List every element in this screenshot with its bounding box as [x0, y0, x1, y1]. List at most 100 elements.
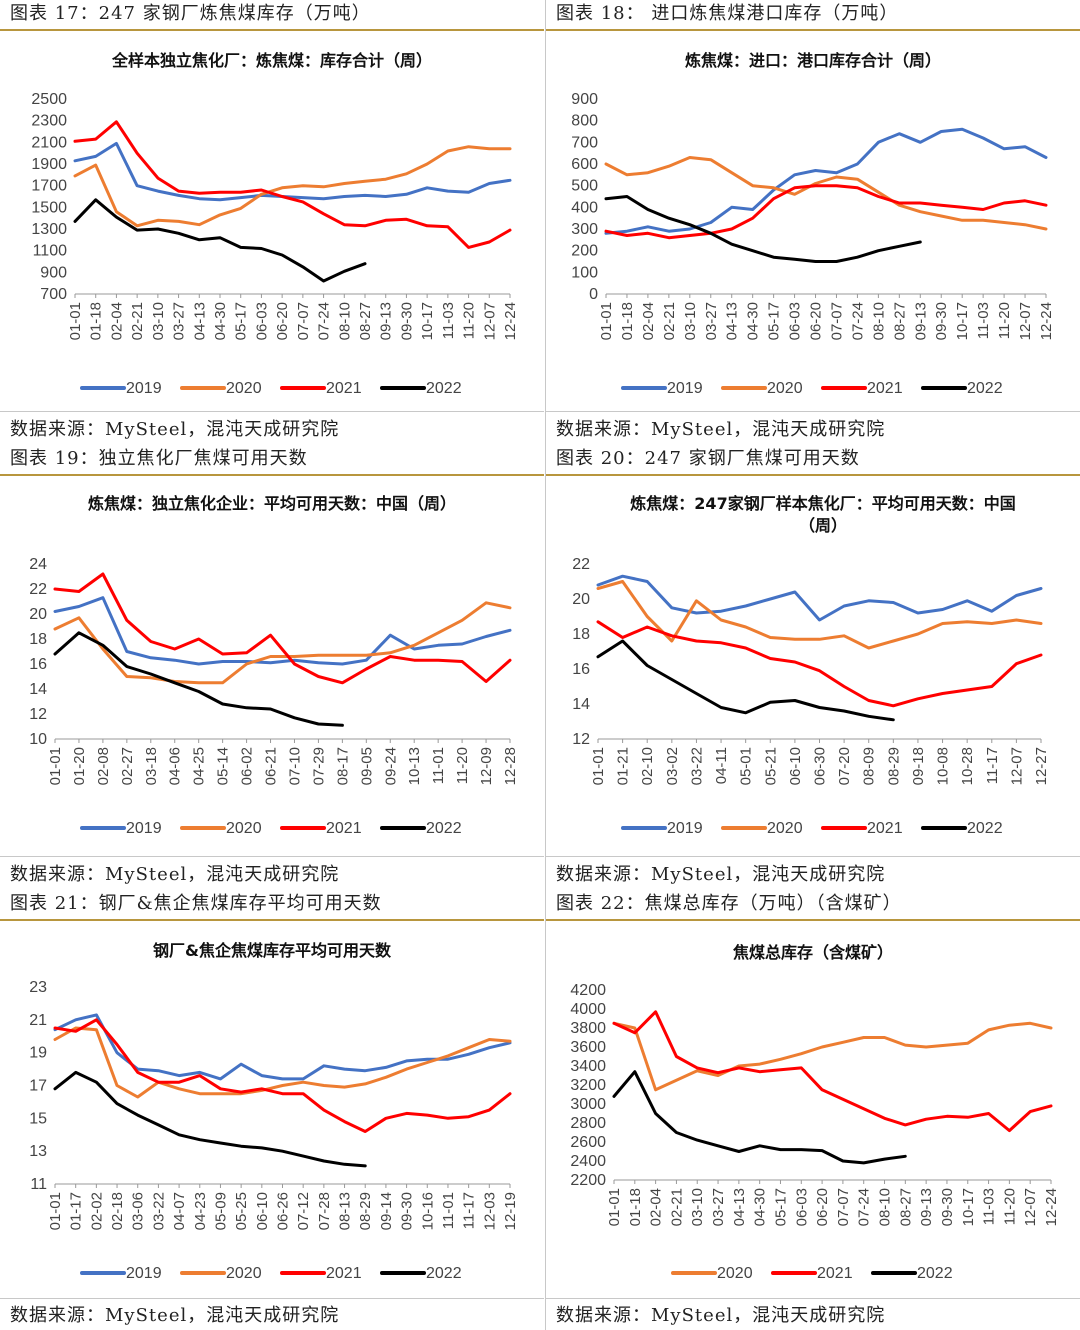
y-tick-label: 2500 — [31, 91, 67, 108]
x-tick-label: 11-20 — [996, 302, 1013, 339]
legend-label-2019: 2019 — [126, 380, 162, 397]
x-tick-label: 12-28 — [502, 747, 519, 785]
x-tick-label: 02-27 — [119, 747, 136, 785]
legend-label-2021: 2021 — [326, 1265, 362, 1282]
x-tick-label: 07-07 — [835, 1188, 852, 1226]
chart-title: 炼焦煤：247家钢厂样本焦化厂：平均可用天数：中国（周） — [630, 494, 1016, 535]
x-tick-label: 08-29 — [885, 747, 902, 785]
figure-title: 图表 21：钢厂&焦企焦煤库存平均可用天数 — [10, 893, 382, 914]
y-tick-label: 900 — [571, 91, 598, 108]
x-tick-label: 12-07 — [1022, 1188, 1039, 1226]
y-tick-label: 500 — [571, 178, 598, 195]
figure-title: 图表 22：焦煤总库存（万吨）（含煤矿） — [556, 893, 902, 914]
y-tick-label: 20 — [29, 606, 47, 623]
x-tick-label: 12-09 — [478, 747, 495, 785]
series-line-2020 — [73, 145, 512, 228]
legend-label-2021: 2021 — [867, 380, 903, 397]
y-tick-label: 1700 — [31, 178, 67, 195]
y-tick-label: 1100 — [33, 243, 68, 260]
x-tick-label: 06-26 — [275, 1192, 292, 1230]
chart-title: 钢厂&焦企焦煤库存平均可用天数 — [153, 941, 391, 960]
x-tick-label: 06-03 — [793, 1188, 810, 1226]
x-tick-label: 11-01 — [430, 747, 447, 784]
x-tick-label: 10-17 — [960, 1188, 977, 1226]
x-tick-label: 08-27 — [357, 302, 374, 340]
x-tick-label: 06-10 — [254, 1192, 271, 1230]
series-line-2022 — [73, 198, 367, 283]
y-tick-label: 15 — [29, 1110, 47, 1127]
x-tick-label: 07-07 — [828, 302, 845, 340]
x-tick-label: 06-20 — [814, 1188, 831, 1226]
y-tick-label: 23 — [29, 979, 47, 996]
x-tick-label: 07-28 — [316, 1192, 333, 1230]
figure-title: 图表 19：独立焦化厂焦煤可用天数 — [10, 448, 308, 469]
x-tick-label: 12-07 — [1008, 747, 1025, 785]
legend-label-2020: 2020 — [226, 1265, 262, 1282]
x-tick-label: 02-21 — [661, 302, 678, 340]
x-tick-label: 10-08 — [935, 747, 952, 785]
series-line-2020 — [604, 156, 1048, 231]
series-line-2022 — [53, 631, 344, 727]
x-tick-label: 03-18 — [143, 747, 160, 785]
x-tick-label: 04-11 — [713, 747, 730, 784]
series-line-2019 — [596, 574, 1043, 622]
x-tick-label: 11-03 — [440, 302, 457, 339]
x-tick-label: 07-07 — [295, 302, 312, 340]
figure-title: 图表 18： 进口炼焦煤港口库存（万吨） — [556, 3, 899, 24]
series-line-2022 — [604, 195, 922, 263]
legend-label-2022: 2022 — [917, 1265, 953, 1282]
y-tick-label: 21 — [29, 1012, 47, 1029]
x-tick-label: 09-24 — [382, 747, 399, 785]
x-tick-label: 07-10 — [286, 747, 303, 785]
x-tick-label: 07-24 — [849, 302, 866, 340]
y-tick-label: 14 — [572, 696, 590, 713]
chart-title: 全样本独立焦化厂：炼焦煤：库存合计（周） — [111, 51, 432, 70]
legend-label-2020: 2020 — [767, 820, 803, 837]
x-tick-label: 02-21 — [668, 1188, 685, 1226]
x-tick-label: 11-20 — [461, 302, 478, 339]
legend-label-2022: 2022 — [967, 380, 1003, 397]
x-tick-label: 01-21 — [615, 747, 632, 785]
x-tick-label: 10-17 — [954, 302, 971, 340]
y-tick-label: 24 — [29, 556, 47, 573]
x-tick-label: 06-10 — [787, 747, 804, 785]
x-tick-label: 05-09 — [212, 1192, 229, 1230]
y-tick-label: 3400 — [570, 1058, 606, 1075]
y-tick-label: 13 — [29, 1143, 47, 1160]
x-tick-label: 03-10 — [689, 1188, 706, 1226]
figure-title: 图表 17：247 家钢厂炼焦煤库存（万吨） — [10, 3, 371, 24]
legend-label-2019: 2019 — [126, 1265, 162, 1282]
y-tick-label: 700 — [40, 286, 67, 303]
series-line-2020 — [53, 1026, 512, 1099]
x-tick-label: 08-10 — [877, 1188, 894, 1226]
series-line-2021 — [612, 1010, 1053, 1133]
x-tick-label: 07-24 — [856, 1188, 873, 1226]
x-tick-label: 07-29 — [310, 747, 327, 785]
series-line-2019 — [604, 127, 1048, 235]
x-tick-label: 08-17 — [334, 747, 351, 785]
y-tick-label: 3600 — [570, 1039, 606, 1056]
source-rule — [546, 1298, 1080, 1299]
y-tick-label: 400 — [571, 199, 598, 216]
x-tick-label: 02-18 — [109, 1192, 126, 1230]
x-tick-label: 06-03 — [787, 302, 804, 340]
x-tick-label: 09-05 — [358, 747, 375, 785]
series-line-2022 — [596, 639, 895, 722]
x-tick-label: 05-21 — [762, 747, 779, 785]
x-tick-label: 03-10 — [150, 302, 167, 340]
x-tick-label: 12-24 — [1038, 302, 1055, 340]
legend-label-2019: 2019 — [126, 820, 162, 837]
y-tick-label: 22 — [572, 556, 590, 573]
x-tick-label: 05-14 — [215, 747, 232, 785]
x-tick-label: 04-13 — [724, 302, 741, 340]
x-tick-label: 01-01 — [598, 302, 615, 340]
x-tick-label: 03-27 — [710, 1188, 727, 1226]
y-tick-label: 16 — [29, 656, 47, 673]
x-tick-label: 01-17 — [68, 1192, 85, 1230]
title-rule — [546, 919, 1080, 921]
x-tick-label: 04-30 — [752, 1188, 769, 1226]
legend-label-2021: 2021 — [326, 820, 362, 837]
